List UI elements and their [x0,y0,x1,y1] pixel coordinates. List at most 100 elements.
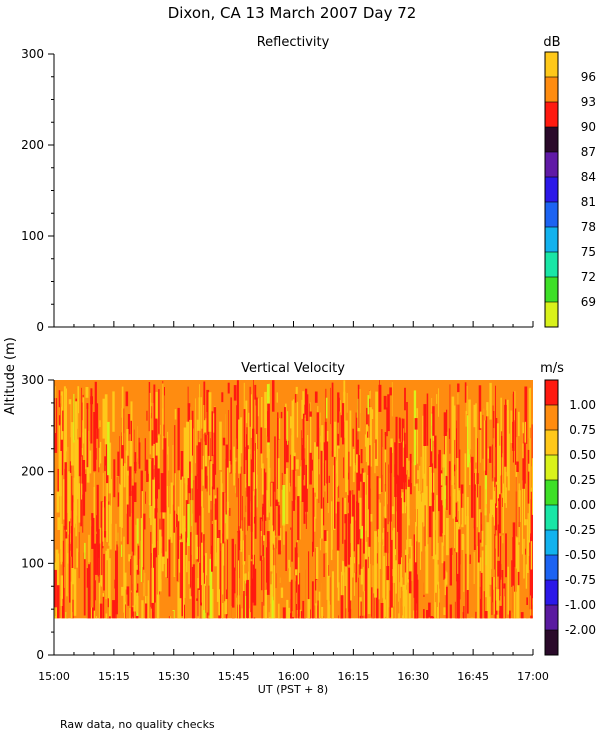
vertical-velocity-heatmap-cell [366,424,368,431]
vertical-velocity-heatmap-cell [511,560,512,587]
vertical-velocity-heatmap-cell [356,572,357,582]
vertical-velocity-heatmap-cell [494,477,495,487]
vertical-velocity-heatmap-cell [421,502,422,552]
vertical-velocity-heatmap-cell [474,552,475,584]
reflectivity-title: Reflectivity [257,35,330,50]
vertical-velocity-heatmap-cell [321,451,323,509]
vertical-velocity-y-tick-label: 100 [21,556,44,570]
vertical-velocity-colorbar: -2.00-1.00-0.75-0.50-0.250.000.250.500.7… [545,380,596,655]
vertical-velocity-heatmap-cell [415,522,416,562]
vertical-velocity-x-tick-label: 15:00 [38,670,70,683]
vertical-velocity-heatmap-cell [153,519,156,548]
vertical-velocity-heatmap-cell [496,589,499,611]
vertical-velocity-heatmap-cell [279,418,281,439]
vertical-velocity-heatmap-cell [279,440,280,496]
vertical-velocity-heatmap-cell [387,532,388,580]
vertical-velocity-heatmap-cell [290,486,292,527]
vertical-velocity-heatmap-cell [416,484,419,510]
vertical-velocity-heatmap-cell [65,462,67,530]
vertical-velocity-colorbar-swatch [545,455,558,480]
vertical-velocity-heatmap-cell [202,456,204,486]
vertical-velocity-heatmap-cell [389,387,392,395]
vertical-velocity-heatmap-cell [434,436,436,469]
vertical-velocity-heatmap-cell [532,458,533,515]
vertical-velocity-heatmap-cell [485,489,486,506]
vertical-velocity-heatmap-cell [103,597,105,619]
vertical-velocity-heatmap-cell [59,415,60,425]
vertical-velocity-heatmap-cell [84,543,86,559]
vertical-velocity-heatmap-cell [162,409,163,450]
vertical-velocity-heatmap-cell [240,467,241,529]
vertical-velocity-heatmap-cell [386,436,388,504]
vertical-velocity-heatmap-cell [114,580,117,589]
vertical-velocity-heatmap-cell [238,420,241,474]
vertical-velocity-heatmap-cell [343,457,344,478]
vertical-velocity-heatmap-cell [288,560,290,569]
vertical-velocity-heatmap-cell [494,534,495,569]
y-axis-label: Altitude (m) [3,337,18,415]
vertical-velocity-heatmap-cell [262,602,263,619]
vertical-velocity-heatmap-cell [487,538,489,596]
vertical-velocity-heatmap-cell [396,594,398,619]
vertical-velocity-heatmap-cell [276,537,277,588]
vertical-velocity-heatmap-cell [274,436,276,491]
vertical-velocity-heatmap-cell [86,387,89,398]
vertical-velocity-heatmap-cell [163,438,166,512]
vertical-velocity-heatmap-cell [184,609,185,619]
vertical-velocity-heatmap-cell [314,442,316,492]
vertical-velocity-heatmap-cell [277,392,278,402]
vertical-velocity-heatmap-cell [254,385,256,400]
vertical-velocity-heatmap-cell [504,405,507,467]
vertical-velocity-heatmap-cell [228,383,230,394]
vertical-velocity-colorbar-label: -0.50 [565,548,596,562]
vertical-velocity-heatmap-cell [284,407,286,474]
vertical-velocity-colorbar-label: -0.75 [565,573,596,587]
vertical-velocity-heatmap-cell [497,423,499,498]
vertical-velocity-heatmap-cell [522,480,523,554]
vertical-velocity-heatmap-cell [343,380,345,395]
vertical-velocity-heatmap-cell [57,492,60,513]
vertical-velocity-heatmap-cell [386,408,388,437]
vertical-velocity-heatmap-cell [456,428,458,458]
vertical-velocity-heatmap-cell [461,508,463,527]
vertical-velocity-heatmap-cell [82,495,83,533]
vertical-velocity-heatmap-cell [179,598,182,618]
vertical-velocity-heatmap-cell [490,500,493,515]
vertical-velocity-heatmap-cell [185,433,186,483]
reflectivity-colorbar-label: 84 [581,170,596,184]
reflectivity-colorbar-label: 93 [581,95,596,109]
vertical-velocity-heatmap-cell [304,405,306,415]
vertical-velocity-heatmap-cell [360,616,362,619]
vertical-velocity-heatmap-cell [168,471,169,508]
vertical-velocity-heatmap-cell [291,599,292,618]
vertical-velocity-heatmap-cell [232,608,235,619]
vertical-velocity-heatmap-cell [431,398,432,413]
vertical-velocity-heatmap-cell [103,399,106,439]
vertical-velocity-heatmap-cell [481,573,483,619]
vertical-velocity-heatmap-cell [404,388,406,411]
vertical-velocity-heatmap-cell [409,539,412,547]
vertical-velocity-heatmap-cell [363,567,364,592]
vertical-velocity-heatmap-cell [312,581,314,618]
vertical-velocity-heatmap-cell [193,429,195,481]
vertical-velocity-heatmap-cell [409,571,412,593]
vertical-velocity-heatmap-cell [338,486,339,498]
vertical-velocity-heatmap-cell [70,533,71,542]
vertical-velocity-heatmap-cell [512,586,514,619]
vertical-velocity-colorbar-label: -0.25 [565,523,596,537]
vertical-velocity-heatmap-cell [494,577,495,614]
vertical-velocity-heatmap-cell [145,491,146,504]
reflectivity-colorbar-swatch [545,127,558,152]
vertical-velocity-heatmap-cell [480,571,481,618]
reflectivity-plot-area [54,54,533,327]
vertical-velocity-heatmap-cell [100,528,101,586]
vertical-velocity-heatmap-cell [316,547,319,579]
vertical-velocity-heatmap-cell [365,559,367,618]
vertical-velocity-heatmap-cell [425,505,426,546]
vertical-velocity-heatmap-cell [264,392,267,428]
vertical-velocity-heatmap-cell [142,491,144,567]
vertical-velocity-colorbar-swatch [545,605,558,630]
vertical-velocity-heatmap-cell [430,616,433,618]
